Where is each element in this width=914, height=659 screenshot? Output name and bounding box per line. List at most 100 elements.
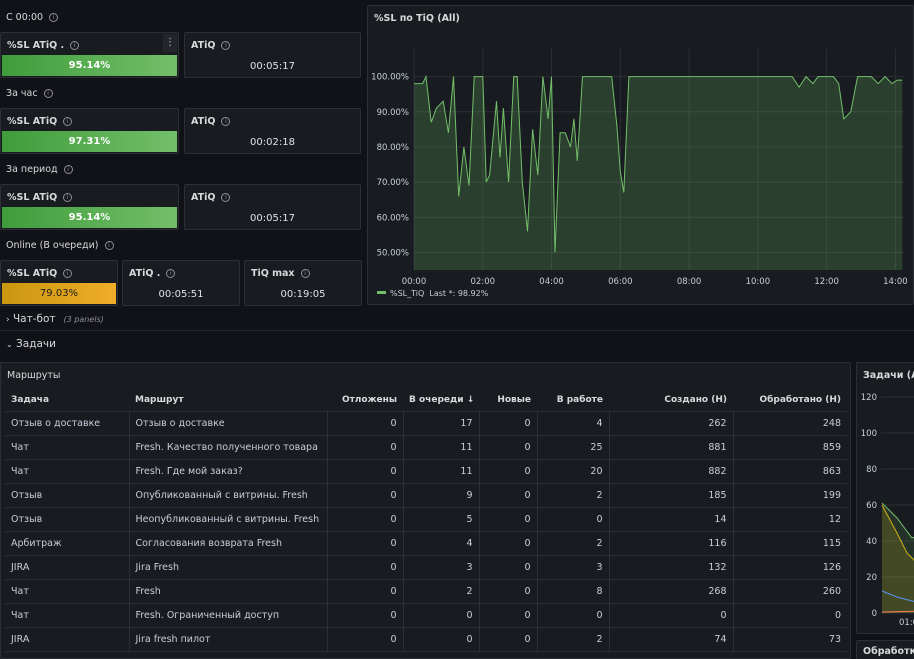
cell-value: 11: [403, 459, 480, 484]
column-header[interactable]: Обработано (Н): [733, 389, 847, 412]
y-tick-label: 80: [866, 465, 877, 475]
panel-sl-hour[interactable]: %SL ATiQ i 97.31%: [0, 108, 179, 154]
column-header[interactable]: В работе: [537, 389, 609, 412]
cell-value: 115: [733, 531, 847, 556]
legend-last-value: Last *: 98.92%: [429, 289, 489, 298]
cell-value: 0: [327, 627, 404, 652]
info-icon[interactable]: i: [221, 41, 231, 50]
panel-sl-online[interactable]: %SL ATiQ i 79.03%: [0, 260, 118, 306]
row-chatbot[interactable]: › Чат-бот (3 panels): [6, 313, 104, 325]
panel-routes-table[interactable]: Маршруты Задача Маршрут Отложены В очере…: [0, 362, 851, 659]
panel-title: Обработка: [863, 646, 914, 657]
panel-sl-period[interactable]: %SL ATiQ i 95.14%: [0, 184, 179, 230]
panel-sl-chart[interactable]: %SL по TiQ (All) 50.00% 60.00% 70.00% 80.00…: [367, 5, 914, 305]
cell-value: 2: [403, 579, 480, 604]
y-tick-label: 120: [861, 393, 877, 403]
atiq-value: 00:05:17: [250, 213, 295, 224]
table-row[interactable]: JIRA Jira Fresh 0 3 0 3 132 126: [5, 555, 847, 580]
cell-value: 0: [479, 507, 538, 532]
cell-value: 0: [479, 459, 538, 484]
panel-sl-today[interactable]: %SL ATiQ . i ⋮ 95.14%: [0, 32, 179, 78]
chevron-down-icon: ⌄: [6, 340, 13, 349]
panel-title-text: ATiQ: [191, 192, 216, 203]
panel-atiq-hour[interactable]: ATiQ i 00:02:18: [184, 108, 361, 154]
cell-value: 0: [537, 603, 610, 628]
section-title-today: С 00:00 i: [6, 12, 59, 23]
panel-title: %SL ATiQ i: [7, 268, 73, 279]
table-row[interactable]: Чат Fresh 0 2 0 8 268 260: [5, 579, 847, 604]
cell-value: 11: [403, 435, 480, 460]
info-icon[interactable]: i: [221, 193, 231, 202]
panel-title: %SL по TiQ (All): [374, 13, 460, 24]
info-icon[interactable]: i: [63, 269, 73, 278]
column-header-text: В очереди: [409, 394, 464, 405]
info-icon[interactable]: i: [221, 117, 231, 126]
panel-tiqmax-online[interactable]: TiQ max i 00:19:05: [244, 260, 362, 306]
x-tick-label: 10:00: [746, 277, 771, 287]
cell-value: 0: [733, 603, 847, 628]
column-header[interactable]: Отложены: [327, 389, 403, 412]
cell-task: Чат: [5, 459, 130, 484]
column-header-sorted[interactable]: В очереди ↓: [403, 389, 479, 412]
y-tick-label: 100: [861, 429, 877, 439]
cell-route: Jira Fresh: [129, 555, 328, 580]
cell-value: 2: [537, 483, 610, 508]
cell-value: 8: [537, 579, 610, 604]
series-area-yellow: [882, 505, 914, 613]
column-header[interactable]: Создано (Н): [609, 389, 733, 412]
cell-value: 0: [479, 603, 538, 628]
table-row[interactable]: Отзыв Опубликованный с витрины. Fresh 0 9 0 2…: [5, 483, 847, 508]
panel-title: ATiQ . i: [129, 268, 176, 279]
row-tasks[interactable]: ⌄ Задачи: [6, 338, 56, 350]
y-tick-label: 70.00%: [377, 178, 409, 188]
panel-tasks-chart[interactable]: Задачи (All 120 100 80 60 40 20 0 01:0: [856, 362, 914, 634]
x-tick-label: 06:00: [608, 277, 633, 287]
info-icon[interactable]: i: [63, 117, 73, 126]
table-row[interactable]: Чат Fresh. Ограниченный доступ 0 0 0 0 0 0: [5, 603, 847, 628]
atiq-value: 00:05:17: [250, 61, 295, 72]
info-icon[interactable]: i: [166, 269, 176, 278]
cell-value: 863: [733, 459, 847, 484]
column-header[interactable]: Задача: [5, 389, 129, 412]
cell-value: 260: [733, 579, 847, 604]
chart-legend[interactable]: %SL_TiQ Last *: 98.92%: [377, 289, 488, 298]
info-icon[interactable]: i: [104, 241, 114, 250]
panel-title-text: %SL ATiQ: [7, 192, 58, 203]
y-tick-label: 60: [866, 501, 877, 511]
menu-dots-icon[interactable]: ⋮: [163, 34, 177, 52]
cell-value: 248: [733, 411, 847, 436]
table-row[interactable]: Отзыв о доставке Отзыв о доставке 0 17 0 4 262…: [5, 411, 847, 436]
x-tick-label: 12:00: [814, 277, 839, 287]
panel-atiq-today[interactable]: ATiQ i 00:05:17: [184, 32, 361, 78]
info-icon[interactable]: i: [43, 89, 53, 98]
column-header[interactable]: Маршрут: [129, 389, 327, 412]
table-row[interactable]: Чат Fresh. Где мой заказ? 0 11 0 20 882 863: [5, 459, 847, 484]
table-row[interactable]: Отзыв Неопубликованный с витрины. Fresh 0 5…: [5, 507, 847, 532]
table-row[interactable]: JIRA Jira fresh пилот 0 0 0 2 74 73: [5, 627, 847, 652]
y-tick-label: 20: [866, 573, 877, 583]
panel-atiq-online[interactable]: ATiQ . i 00:05:51: [122, 260, 240, 306]
cell-route: Fresh: [129, 579, 328, 604]
panel-title-text: %SL ATiQ .: [7, 40, 65, 51]
cell-value: 17: [403, 411, 480, 436]
sl-chart-svg: 50.00% 60.00% 70.00% 80.00% 90.00% 100.00% 00…: [371, 49, 908, 287]
sl-bar: 97.31%: [2, 131, 177, 152]
table-row[interactable]: Чат Fresh. Качество полученного товара 0 11…: [5, 435, 847, 460]
cell-value: 0: [327, 459, 404, 484]
info-icon[interactable]: i: [49, 13, 59, 22]
panel-atiq-period[interactable]: ATiQ i 00:05:17: [184, 184, 361, 230]
column-header[interactable]: Новые: [479, 389, 537, 412]
panel-title-text: %SL ATiQ: [7, 116, 58, 127]
panel-processing[interactable]: Обработка: [856, 640, 914, 659]
panel-title: TiQ max i: [251, 268, 310, 279]
tasks-y-ticks: 120 100 80 60 40 20 0: [861, 393, 914, 619]
table-header-row: Задача Маршрут Отложены В очереди ↓ Новы…: [5, 389, 847, 412]
info-icon[interactable]: i: [63, 193, 73, 202]
info-icon[interactable]: i: [70, 41, 80, 50]
panel-title-text: TiQ max: [251, 268, 295, 279]
info-icon[interactable]: i: [300, 269, 310, 278]
info-icon[interactable]: i: [63, 165, 73, 174]
section-title-online-text: Online (В очереди): [6, 240, 99, 251]
cell-value: 0: [479, 531, 538, 556]
table-row[interactable]: Арбитраж Согласования возврата Fresh 0 4 0 2 1…: [5, 531, 847, 556]
